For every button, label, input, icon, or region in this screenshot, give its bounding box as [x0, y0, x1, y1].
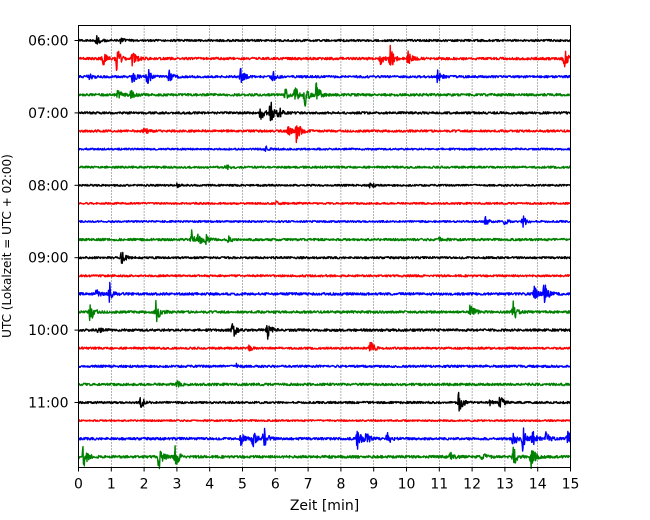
trace-line	[77, 251, 572, 264]
x-tick-label: 7	[304, 477, 313, 493]
y-tick-label: 10:00	[28, 323, 68, 339]
x-tick-label: 13	[496, 477, 514, 493]
trace-line	[77, 215, 572, 228]
plot-frame	[78, 25, 571, 468]
trace-line	[78, 427, 572, 452]
y-axis-label: UTC (Lokalzeit = UTC + 02:00)	[0, 154, 14, 338]
x-tick-label: 6	[271, 477, 280, 493]
trace-line	[78, 229, 572, 246]
trace-line	[78, 35, 572, 45]
x-tick-label: 14	[529, 477, 547, 493]
x-tick-label: 5	[238, 477, 247, 493]
y-tick-label: 08:00	[28, 178, 68, 194]
x-tick-label: 3	[172, 477, 181, 493]
trace-line	[77, 164, 572, 171]
y-axis: 06:00 07:00 08:00 09:00 10:00 11:00	[28, 34, 79, 412]
x-tick-label: 10	[398, 477, 416, 493]
y-tick-label: 07:00	[28, 106, 68, 122]
trace-line	[77, 44, 571, 72]
trace-line	[77, 200, 572, 206]
trace-line	[77, 419, 571, 423]
trace-line	[78, 125, 572, 144]
y-tick-label: 06:00	[28, 34, 68, 50]
x-tick-label: 12	[463, 477, 481, 493]
x-tick-label: 15	[562, 477, 580, 493]
trace-line	[77, 145, 572, 152]
y-tick-label: 11:00	[28, 396, 68, 412]
trace-group	[77, 35, 572, 470]
trace-line	[78, 82, 572, 107]
x-tick-label: 8	[336, 477, 345, 493]
y-tick-label: 09:00	[28, 251, 68, 267]
trace-line	[77, 67, 572, 84]
trace-line	[77, 341, 571, 352]
trace-line	[77, 182, 571, 189]
x-tick-label: 4	[205, 477, 214, 493]
trace-line	[78, 274, 571, 278]
trace-line	[77, 362, 572, 369]
trace-line	[77, 299, 572, 323]
x-tick-label: 2	[140, 477, 149, 493]
x-axis-label: Zeit [min]	[290, 498, 359, 514]
x-tick-label: 1	[107, 477, 116, 493]
trace-line	[78, 380, 571, 388]
trace-line	[78, 391, 571, 412]
x-tick-label: 0	[74, 477, 83, 493]
trace-line	[78, 323, 571, 340]
trace-line	[78, 101, 572, 122]
x-tick-label: 9	[369, 477, 378, 493]
x-tick-label: 11	[430, 477, 448, 493]
trace-line	[77, 281, 572, 304]
x-axis: 0 1 2 3 4 5 6 7 8 9 10 11 12 13 14 15	[74, 467, 580, 493]
trace-line	[77, 445, 572, 470]
